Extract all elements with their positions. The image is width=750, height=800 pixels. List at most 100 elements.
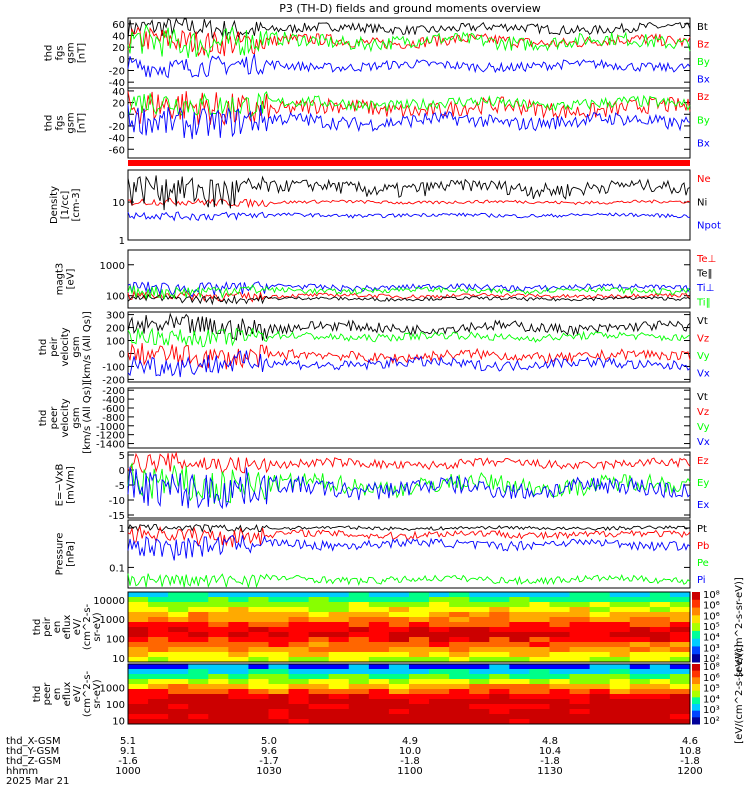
spectrogram-cell [348, 709, 370, 715]
spectrogram-cell [128, 664, 149, 670]
spectrogram-cell [609, 714, 631, 720]
spectrogram-cell [188, 689, 209, 695]
spectrogram-cell [469, 679, 490, 685]
colorbar-segment [692, 684, 700, 692]
spectrogram-cell [288, 592, 310, 598]
spectrogram-cell [549, 632, 571, 638]
spectrogram-cell [128, 632, 149, 638]
spectrogram-cell [188, 694, 209, 700]
spectrogram-cell [609, 637, 631, 643]
ylabel-line: thd [44, 45, 55, 62]
spectrogram-cell [328, 617, 350, 623]
spectrogram-cell [529, 679, 550, 685]
spectrogram-cell [629, 699, 651, 705]
spectrogram-cell [388, 674, 410, 680]
spectrogram-cell [268, 642, 290, 648]
y-tick-label: -400 [102, 395, 125, 406]
legend-ey: Ey [697, 478, 709, 489]
y-tick-label: 1 [119, 236, 125, 247]
spectrogram-cell [388, 714, 410, 720]
panel-peir_vel: 300 200 1000 -100 -200 thd peir velocity gsm [km/… [38, 311, 710, 387]
spectrogram-cell [429, 689, 450, 695]
y-tick-label: -15 [109, 511, 125, 522]
spectrogram-cell [449, 597, 470, 603]
spectrogram-cell [188, 704, 209, 710]
spectrogram-cell [569, 704, 591, 710]
spectrogram-cell [409, 652, 430, 658]
spectrogram-cell [669, 679, 691, 685]
spectrogram-cell [409, 664, 430, 670]
spectrogram-cell [288, 642, 310, 648]
spectrogram-cell [208, 597, 229, 603]
spectrogram-cell [569, 597, 591, 603]
spectrogram-cell [669, 652, 691, 658]
spectrogram-cell [388, 699, 410, 705]
spectrogram-cell [489, 647, 510, 653]
spectrogram-cell [228, 642, 249, 648]
spectrogram-cell [409, 657, 430, 663]
spectrogram-cell [589, 719, 611, 725]
spectrogram-cell [328, 657, 350, 663]
legend-te‖: Te‖ [696, 269, 713, 280]
spectrogram-cell [489, 704, 510, 710]
spectrogram-cell [629, 607, 651, 613]
spectrogram-cell [148, 612, 169, 618]
spectrogram-cell [128, 694, 149, 700]
spectrogram-cell [549, 704, 571, 710]
spectrogram-cell [328, 709, 350, 715]
y-tick-label: 1000 [100, 261, 125, 272]
spectrogram-cell [328, 647, 350, 653]
spectrogram-cell [368, 699, 390, 705]
y-tick-label: 0 [119, 110, 125, 121]
spectrogram-cell [168, 699, 189, 705]
spectrogram-cell [388, 657, 410, 663]
spectrogram-cell [509, 652, 530, 658]
spectrogram-cell [288, 657, 310, 663]
spectrogram-cell [188, 714, 209, 720]
spectrogram-cell [348, 597, 370, 603]
spectrogram-cell [288, 709, 310, 715]
spectrogram-cell [288, 704, 310, 710]
spectrogram-cell [489, 607, 510, 613]
spectrogram-cell [589, 694, 611, 700]
spectrogram-cell [148, 679, 169, 685]
series-ti‖-line [127, 284, 691, 300]
spectrogram-cell [148, 607, 169, 613]
spectrogram-cell [629, 669, 651, 675]
spectrogram-cell [388, 607, 410, 613]
spectrogram-cell [509, 679, 530, 685]
spectrogram-cell [649, 657, 671, 663]
spectrogram-cell [348, 694, 370, 700]
spectrogram-cell [388, 694, 410, 700]
spectrogram-cell [168, 592, 189, 598]
spectrogram-cell [529, 592, 550, 598]
y-tick-label: 0 [119, 349, 125, 360]
spectrogram-cell [168, 632, 189, 638]
spectrogram-cell [248, 622, 269, 628]
spectrogram-cell [469, 602, 490, 608]
spectrogram-cell [489, 652, 510, 658]
spectrogram-cell [509, 714, 530, 720]
y-tick-label: -800 [102, 413, 125, 424]
spectrogram-cell [509, 709, 530, 715]
spectrogram-cell [549, 694, 571, 700]
spectrogram-cell [228, 719, 249, 725]
spectrogram-cell [308, 652, 330, 658]
spectrogram-cell [248, 612, 269, 618]
x-tick-label: 1130 [537, 766, 562, 777]
spectrogram-cell [148, 597, 169, 603]
spectrogram-cell [649, 689, 671, 695]
spectrogram-cell [308, 637, 330, 643]
spectrogram-cell [248, 679, 269, 685]
spectrogram-cell [348, 627, 370, 633]
spectrogram-cell [128, 684, 149, 690]
series-ti⊥-line [127, 281, 691, 298]
y-tick-label: 100 [106, 635, 125, 646]
legend-npot: Npot [697, 221, 721, 232]
spectrogram-cell [368, 664, 390, 670]
y-tick-label: 10 [112, 717, 125, 728]
spectrogram-cell [569, 657, 591, 663]
spectrogram-cell [469, 607, 490, 613]
spectrogram-cell [168, 602, 189, 608]
spectrogram-cell [509, 612, 530, 618]
